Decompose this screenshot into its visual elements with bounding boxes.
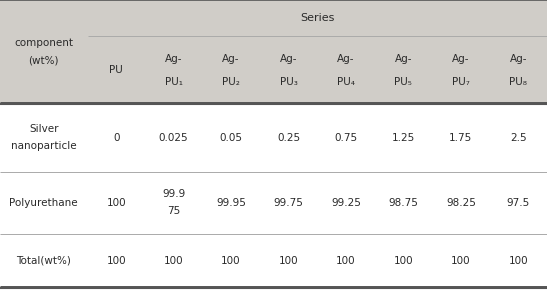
Text: 100: 100 — [107, 198, 126, 208]
Text: 100: 100 — [394, 256, 413, 266]
Text: 100: 100 — [222, 256, 241, 266]
Text: 100: 100 — [336, 256, 356, 266]
Text: 0.75: 0.75 — [334, 133, 358, 142]
Text: 98.75: 98.75 — [388, 198, 418, 208]
Text: 0.25: 0.25 — [277, 133, 300, 142]
Text: 100: 100 — [509, 256, 528, 266]
Text: 99.75: 99.75 — [274, 198, 304, 208]
Text: PU₁: PU₁ — [165, 76, 183, 87]
Text: 0.025: 0.025 — [159, 133, 189, 142]
Text: 98.25: 98.25 — [446, 198, 476, 208]
Text: PU₇: PU₇ — [452, 76, 470, 87]
Bar — [0, 233, 547, 288]
Text: PU₂: PU₂ — [222, 76, 240, 87]
Text: Polyurethane: Polyurethane — [9, 198, 78, 208]
Text: PU₈: PU₈ — [509, 76, 527, 87]
Text: nanoparticle: nanoparticle — [11, 141, 77, 151]
Text: 1.75: 1.75 — [449, 133, 473, 142]
Text: Ag-: Ag- — [337, 54, 354, 64]
Text: Total(wt%): Total(wt%) — [16, 256, 71, 266]
Text: 100: 100 — [164, 256, 183, 266]
Text: 0.05: 0.05 — [219, 133, 243, 142]
Bar — [0, 103, 547, 172]
Text: 2.5: 2.5 — [510, 133, 527, 142]
Text: Ag-: Ag- — [452, 54, 469, 64]
Text: Ag-: Ag- — [280, 54, 297, 64]
Text: 100: 100 — [279, 256, 298, 266]
Text: Ag-: Ag- — [395, 54, 412, 64]
Text: Ag-: Ag- — [510, 54, 527, 64]
Text: 100: 100 — [107, 256, 126, 266]
Text: (wt%): (wt%) — [28, 56, 59, 66]
Bar — [0, 172, 547, 233]
Text: PU: PU — [109, 64, 123, 75]
Text: Series: Series — [300, 13, 334, 23]
Text: 99.25: 99.25 — [331, 198, 361, 208]
Text: 75: 75 — [167, 206, 181, 216]
Text: Ag-: Ag- — [223, 54, 240, 64]
Text: 1.25: 1.25 — [392, 133, 415, 142]
Text: 100: 100 — [451, 256, 470, 266]
Text: 99.9: 99.9 — [162, 189, 185, 199]
Text: PU₄: PU₄ — [337, 76, 355, 87]
Text: Silver: Silver — [29, 124, 59, 134]
Text: PU₅: PU₅ — [394, 76, 412, 87]
Text: Ag-: Ag- — [165, 54, 182, 64]
Bar — [0, 0, 547, 103]
Bar — [0, 288, 547, 300]
Text: 97.5: 97.5 — [507, 198, 530, 208]
Text: PU₃: PU₃ — [280, 76, 298, 87]
Text: component: component — [14, 38, 73, 48]
Text: 99.95: 99.95 — [216, 198, 246, 208]
Text: 0: 0 — [113, 133, 119, 142]
